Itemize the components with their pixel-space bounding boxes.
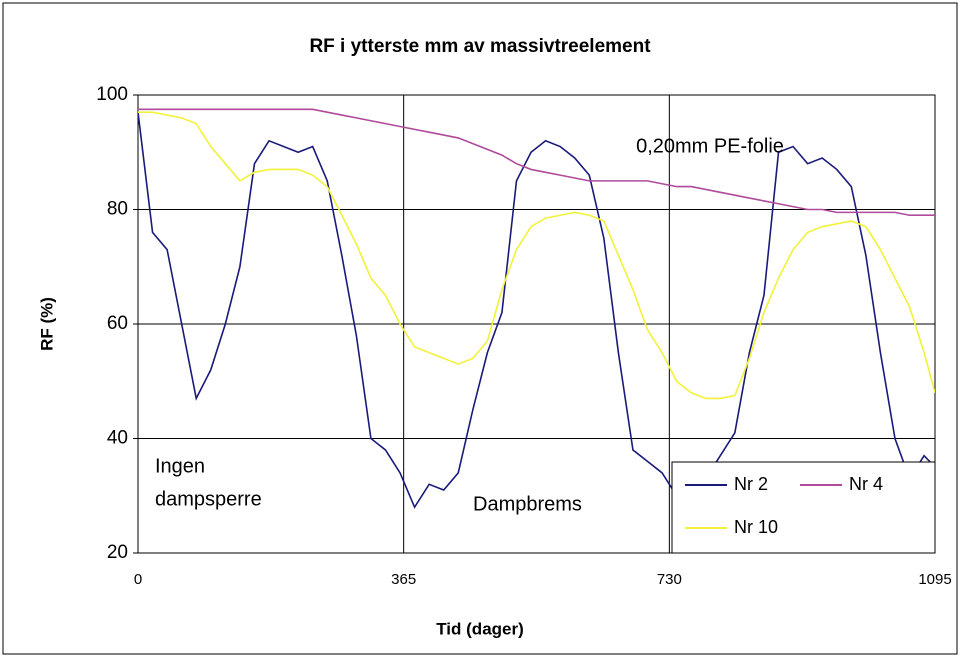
series-line <box>138 111 935 400</box>
annotation: dampsperre <box>155 488 262 510</box>
annotation: Ingen <box>155 455 205 477</box>
x-tick-label: 1095 <box>918 571 951 588</box>
series-line <box>138 112 935 509</box>
y-tick-label: 40 <box>107 428 128 449</box>
x-tick-label: 0 <box>134 571 142 588</box>
y-tick-label: 100 <box>96 84 128 105</box>
annotation: 0,20mm PE-folie <box>636 135 784 157</box>
legend-label: Nr 2 <box>734 474 768 494</box>
chart-title: RF i ytterste mm av massivtreelement <box>309 36 651 57</box>
y-tick-label: 80 <box>107 199 128 220</box>
annotation: Dampbrems <box>473 493 582 515</box>
x-tick-label: 365 <box>391 571 416 588</box>
x-axis-title: Tid (dager) <box>436 619 524 638</box>
plot-border <box>137 94 936 554</box>
y-axis-title: RF (%) <box>37 297 56 351</box>
legend-label: Nr 10 <box>734 517 778 537</box>
x-tick-label: 730 <box>657 571 682 588</box>
y-tick-label: 20 <box>107 542 128 563</box>
legend-label: Nr 4 <box>849 474 883 494</box>
series-group <box>138 108 935 509</box>
y-tick-label: 60 <box>107 313 128 334</box>
legend-box <box>671 461 936 554</box>
series-line <box>138 108 935 217</box>
